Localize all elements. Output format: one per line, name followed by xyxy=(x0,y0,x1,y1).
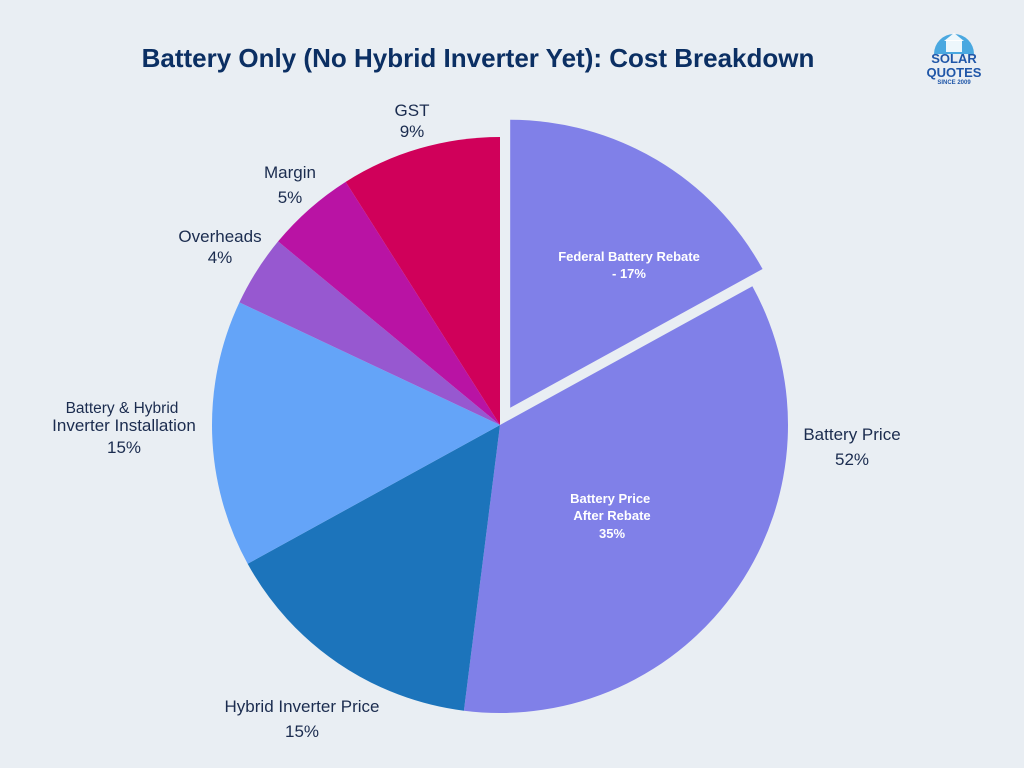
value-federal-rebate: - 17% xyxy=(612,266,646,281)
after-rebate-line2: After Rebate xyxy=(573,508,650,523)
value-hybrid-inverter: 15% xyxy=(285,722,319,741)
solarquotes-logo: SOLAR QUOTES SINCE 2009 xyxy=(926,26,982,88)
pie-slice-hybrid-inverter-price xyxy=(247,425,500,711)
label-federal-rebate: Federal Battery Rebate xyxy=(558,249,700,264)
value-margin: 5% xyxy=(278,188,303,207)
value-gst: 9% xyxy=(400,122,425,141)
logo-line2: QUOTES xyxy=(926,65,982,80)
value-after-rebate: 35% xyxy=(599,526,625,541)
label-battery-price: Battery Price xyxy=(803,425,900,444)
logo-line1: SOLAR xyxy=(931,51,977,66)
value-installation: 15% xyxy=(107,438,141,457)
logo-line3: SINCE 2009 xyxy=(937,80,971,86)
pie-slice-margin xyxy=(278,181,500,425)
logo-sun-icon xyxy=(934,33,974,54)
label-hybrid-inverter: Hybrid Inverter Price xyxy=(225,697,380,716)
label-overheads: Overheads xyxy=(178,227,261,246)
label-after-rebate: Battery Price After Rebate xyxy=(570,491,654,523)
after-rebate-line1: Battery Price xyxy=(570,491,650,506)
pie-slice-battery-hybrid-inverter-installation xyxy=(211,302,500,564)
label-installation-line1: Battery & Hybrid xyxy=(66,400,179,417)
label-margin: Margin xyxy=(264,163,316,182)
pie-slice-federal-battery-rebate xyxy=(510,119,763,408)
pie-slice-battery-price-after-rebate xyxy=(463,286,788,713)
value-battery-price: 52% xyxy=(835,450,869,469)
pie-slice-gst xyxy=(345,137,500,425)
pie-slice-overheads xyxy=(239,241,501,425)
value-overheads: 4% xyxy=(208,248,233,267)
label-installation-line2: Inverter Installation xyxy=(52,416,196,435)
chart-title: Battery Only (No Hybrid Inverter Yet): C… xyxy=(141,43,815,73)
label-gst: GST xyxy=(395,101,430,120)
